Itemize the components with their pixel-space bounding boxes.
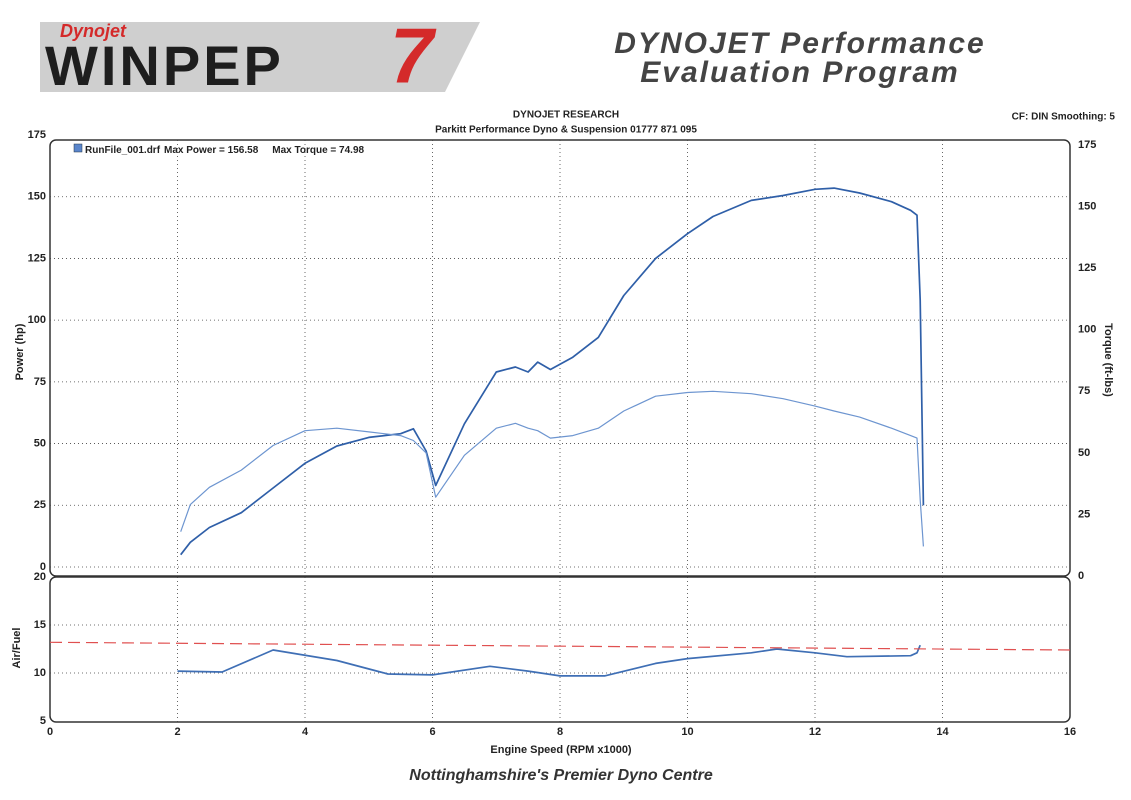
y-tick-label: 100 [28,314,46,326]
x-tick-label: 2 [174,726,180,738]
y-tick-label: 25 [34,499,46,511]
x-tick-label: 16 [1064,726,1076,738]
y-tick-label: 5 [40,715,46,727]
y2-tick-label: 75 [1078,385,1090,397]
y-tick-label: 175 [28,129,46,141]
y2-tick-label: 150 [1078,200,1096,212]
y2-tick-label: 100 [1078,324,1096,336]
y-tick-label: 20 [34,571,46,583]
x-tick-label: 0 [47,726,53,738]
legend-swatch [73,143,83,153]
logo-text: WINPEP [45,34,284,97]
y2-tick-label: 175 [1078,139,1096,151]
chart-title: DYNOJET RESEARCH [513,110,619,121]
settings-note: CF: DIN Smoothing: 5 [1012,112,1116,123]
x-tick-label: 14 [936,726,949,738]
x-tick-label: 4 [302,726,309,738]
series-line [49,641,1071,651]
y2-tick-label: 0 [1078,570,1084,582]
chart-subtitle: Parkitt Performance Dyno & Suspension 01… [435,125,697,136]
y-tick-label: 75 [34,376,46,388]
y2-axis-label: Torque (ft-lbs) [1102,323,1114,397]
y-tick-label: 0 [40,561,46,573]
plot-frame [49,139,1071,577]
logo-ribbon [40,22,480,92]
x-axis-label: Engine Speed (RPM x1000) [490,744,632,756]
logo: Dynojet WINPEP 7 [40,12,480,100]
legend-entry: RunFile_001.drf [85,145,161,156]
header-title: Evaluation Program [640,56,959,89]
legend: RunFile_001.drf Max Power = 156.58 Max Tor… [85,145,365,156]
y2-tick-label: 25 [1078,508,1090,520]
x-tick-label: 10 [681,726,693,738]
y-tick-label: 150 [28,191,46,203]
series-line [177,644,921,677]
y-tick-label: 15 [34,619,46,631]
x-tick-label: 12 [809,726,821,738]
y2-tick-label: 50 [1078,447,1090,459]
series-line [180,187,925,556]
y-tick-label: 125 [28,252,46,264]
y2-tick-label: 125 [1078,262,1096,274]
logo-number: 7 [390,12,437,100]
x-tick-label: 6 [429,726,435,738]
y-axis-label: Power (hp) [14,323,26,380]
annotation: Max Torque = 74.98 [272,145,364,156]
series-line [180,390,924,547]
annotation: Max Power = 156.58 [164,145,259,156]
y-axis-label: Air/Fuel [11,628,23,669]
header-title: DYNOJET Performance [614,27,985,60]
footer: Nottinghamshire's Premier Dyno Centre [409,767,713,784]
x-tick-label: 8 [557,726,563,738]
y-tick-label: 10 [34,667,46,679]
y-tick-label: 50 [34,437,46,449]
logo-brand: Dynojet [60,21,127,41]
